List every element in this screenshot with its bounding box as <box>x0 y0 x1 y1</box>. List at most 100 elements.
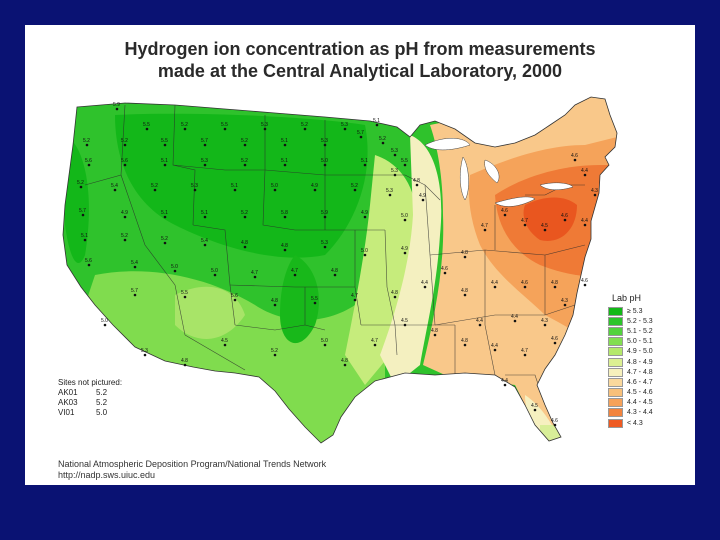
site-dot <box>463 255 467 259</box>
site-value-label: 4.8 <box>461 250 468 256</box>
site-value-label: 5.7 <box>131 288 138 294</box>
site-dot <box>81 213 85 217</box>
site-dot <box>85 143 89 147</box>
legend-label: 4.6 - 4.7 <box>627 378 653 386</box>
legend-item: 4.6 - 4.7 <box>608 377 688 387</box>
site-value-label: 5.2 <box>83 138 90 144</box>
credits: National Atmospheric Deposition Program/… <box>58 459 326 481</box>
site-value-label: 5.2 <box>241 158 248 164</box>
legend: Lab pH ≥ 5.3 5.2 - 5.3 5.1 - 5.2 5.0 - 5.1 4… <box>608 293 688 428</box>
site-value-label: 4.8 <box>413 178 420 184</box>
site-value-label: 5.6 <box>85 158 92 164</box>
site-dot <box>363 215 367 219</box>
site-value-label: 5.1 <box>281 138 288 144</box>
site-value-label: 4.5 <box>401 318 408 324</box>
site-value-label: 4.5 <box>541 223 548 229</box>
site-value-label: 4.8 <box>271 298 278 304</box>
site-dot <box>363 163 367 167</box>
site-value-label: 5.2 <box>77 180 84 186</box>
site-value-label: 5.1 <box>161 210 168 216</box>
site-value-label: 5.4 <box>111 183 118 189</box>
site-value-label: 5.9 <box>113 102 120 108</box>
site-value-label: 4.9 <box>401 246 408 252</box>
site-dot <box>503 383 507 387</box>
site-value-label: 4.9 <box>121 210 128 216</box>
site-value-label: 4.6 <box>581 278 588 284</box>
state-borders <box>84 104 586 406</box>
site-dot <box>533 408 537 412</box>
site-dot <box>163 163 167 167</box>
site-dot <box>163 215 167 219</box>
pale-green-southwest <box>175 286 245 339</box>
legend-swatch <box>608 347 623 357</box>
site-value-label: 5.0 <box>401 213 408 219</box>
legend-swatch <box>608 367 623 377</box>
site-dot <box>333 273 337 277</box>
credit-url: http://nadp.sws.uiuc.edu <box>58 470 156 480</box>
site-value-label: 5.1 <box>373 118 380 124</box>
site-value-label: 5.1 <box>231 183 238 189</box>
site-value-label: 4.8 <box>551 280 558 286</box>
site-value-label: 5.2 <box>161 236 168 242</box>
site-value-label: 4.4 <box>491 343 498 349</box>
site-dot <box>553 285 557 289</box>
site-dot <box>293 273 297 277</box>
legend-label: 5.0 - 5.1 <box>627 338 653 346</box>
site-value-label: 4.8 <box>341 358 348 364</box>
site-dot <box>403 218 407 222</box>
site-value: 5.0 <box>96 408 108 417</box>
site-dot <box>283 143 287 147</box>
lake-erie <box>494 196 536 207</box>
site-value-label: 4.3 <box>541 318 548 324</box>
legend-swatch <box>608 316 623 326</box>
site-dot <box>243 163 247 167</box>
site-dot <box>313 188 317 192</box>
site-value-label: 5.2 <box>301 122 308 128</box>
legend-swatch <box>608 377 623 387</box>
site-value-label: 4.6 <box>501 208 508 214</box>
site-value-label: 4.4 <box>511 314 518 320</box>
site-value-label: 5.9 <box>321 210 328 216</box>
legend-label: 4.8 - 4.9 <box>627 358 653 366</box>
site-value-label: 5.0 <box>171 264 178 270</box>
legend-item: < 4.3 <box>608 418 688 428</box>
site-dot <box>283 215 287 219</box>
legend-label: 4.5 - 4.6 <box>627 389 653 397</box>
credit-line-1: National Atmospheric Deposition Program/… <box>58 459 327 469</box>
site-value-label: 4.9 <box>311 183 318 189</box>
legend-swatch <box>608 418 623 428</box>
site-value-label: 5.1 <box>201 210 208 216</box>
title-line-2: made at the Central Analytical Laborator… <box>157 61 563 81</box>
site-dot <box>323 163 327 167</box>
red-orange-core <box>523 197 577 241</box>
slide-card: 5.9 5.5 5.2 5.5 5.3 5.2 5.3 5.2 5.2 5.5 5.7 5.2 5.1 5… <box>25 25 695 485</box>
legend-item: 5.0 - 5.1 <box>608 337 688 347</box>
site-value-label: 4.6 <box>551 418 558 424</box>
site-dot <box>573 158 577 162</box>
site-value-label: 5.3 <box>391 148 398 154</box>
site-dot <box>403 251 407 255</box>
site-value-label: 4.6 <box>571 153 578 159</box>
site-value-label: 4.4 <box>491 280 498 286</box>
site-value-label: 4.7 <box>251 270 258 276</box>
site-dot <box>193 188 197 192</box>
site-value-label: 5.0 <box>211 268 218 274</box>
legend-label: 4.7 - 4.8 <box>627 368 653 376</box>
site-dot <box>123 143 127 147</box>
site-value-label: 4.8 <box>461 338 468 344</box>
site-value-label: 4.3 <box>591 188 598 194</box>
legend-item: 4.8 - 4.9 <box>608 357 688 367</box>
site-dot <box>343 363 347 367</box>
site-value-label: 4.4 <box>501 378 508 384</box>
site-value-label: 4.3 <box>561 298 568 304</box>
map-title: Hydrogen ion concentration as pH from me… <box>25 38 695 82</box>
site-value-label: 5.1 <box>81 233 88 239</box>
legend-label: < 4.3 <box>627 419 643 427</box>
site-dot <box>375 123 379 127</box>
sites-heading: Sites not pictured: <box>58 378 123 387</box>
site-value-label: 5.3 <box>261 122 268 128</box>
site-dot <box>273 188 277 192</box>
site-dot <box>103 323 107 327</box>
site-dot <box>273 353 277 357</box>
site-dot <box>353 298 357 302</box>
